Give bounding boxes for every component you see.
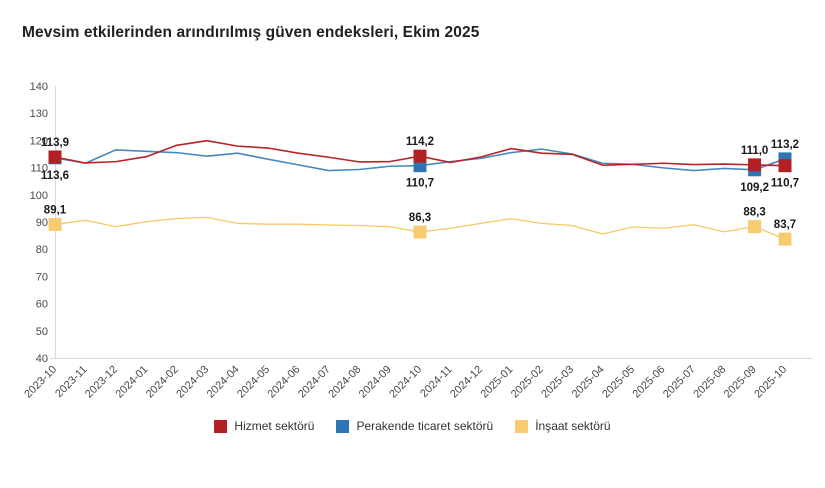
x-tick-label: 2024-01 (113, 364, 150, 401)
legend-label: Perakende ticaret sektörü (356, 419, 494, 433)
data-point-marker (48, 217, 62, 231)
x-tick-label: 2025-07 (661, 364, 698, 401)
x-tick-label: 2025-01 (478, 364, 515, 401)
x-tick-label: 2023-12 (83, 364, 120, 401)
y-tick-label: 130 (30, 108, 48, 120)
chart-title: Mevsim etkilerinden arındırılmış güven e… (22, 24, 480, 41)
data-point-marker (413, 225, 427, 239)
legend-swatch-icon (515, 419, 529, 433)
data-point-label: 113,9 (41, 137, 69, 149)
y-tick-label: 40 (36, 353, 48, 365)
data-point-label: 88,3 (743, 207, 765, 219)
x-tick-label: 2024-09 (357, 364, 394, 401)
chart-area: 40 50 60 70 80 90 100 110 120 130 140 2023-10 2023-1… (22, 81, 812, 401)
legend-item-2: İnşaat sektörü (515, 419, 611, 433)
y-tick-label: 60 (36, 299, 48, 311)
data-point-label: 113,6 (41, 170, 69, 182)
y-tick-label: 80 (36, 244, 48, 256)
x-tick-label: 2025-08 (691, 364, 728, 401)
data-point-label: 110,7 (771, 178, 799, 190)
x-tick-label: 2025-06 (631, 364, 668, 401)
data-point-marker (748, 158, 762, 172)
data-point-label: 113,2 (771, 139, 799, 151)
x-tick-label: 2024-08 (326, 364, 363, 401)
legend-item-1: Perakende ticaret sektörü (336, 419, 493, 433)
legend-item-0: Hizmet sektörü (214, 419, 314, 433)
y-tick-label: 100 (30, 190, 48, 202)
data-point-marker (413, 149, 427, 163)
y-tick-label: 140 (30, 81, 48, 93)
data-point-label: 114,2 (406, 136, 434, 148)
legend-label: Hizmet sektörü (234, 419, 315, 433)
x-tick-label: 2024-10 (387, 364, 424, 401)
data-point-label: 83,7 (774, 219, 796, 231)
y-tick-label: 120 (30, 135, 48, 147)
y-tick-label: 70 (36, 271, 48, 283)
data-point-label: 89,1 (44, 204, 67, 216)
data-point-marker (778, 232, 792, 246)
x-tick-label: 2024-02 (144, 364, 181, 401)
data-point-label: 111,0 (741, 145, 769, 157)
chart-legend: Hizmet sektörü Perakende ticaret sektörü İ… (0, 419, 825, 433)
x-tick-label: 2024-04 (205, 364, 242, 401)
data-point-marker (748, 220, 762, 234)
data-point-label: 110,7 (406, 178, 434, 190)
line-chart-svg: 40 50 60 70 80 90 100 110 120 130 140 2023-10 2023-1… (22, 81, 812, 401)
x-tick-label: 2024-07 (296, 364, 333, 401)
y-tick-label: 90 (36, 217, 48, 229)
x-tick-label: 2025-09 (722, 364, 759, 401)
x-tick-label: 2024-05 (235, 364, 272, 401)
y-tick-label: 110 (30, 163, 48, 175)
x-tick-label: 2024-03 (174, 364, 211, 401)
x-tick-label: 2024-06 (266, 364, 303, 401)
data-point-label: 86,3 (409, 212, 431, 224)
legend-swatch-icon (214, 419, 228, 433)
legend-label: İnşaat sektörü (535, 419, 611, 433)
data-point-marker (48, 150, 62, 164)
data-point-marker (778, 159, 792, 173)
x-tick-label: 2024-12 (448, 364, 485, 401)
x-tick-label: 2025-03 (539, 364, 576, 401)
x-tick-label: 2025-10 (752, 364, 789, 401)
x-tick-label: 2025-05 (600, 364, 637, 401)
x-tick-label: 2025-02 (509, 364, 546, 401)
y-tick-label: 50 (36, 326, 48, 338)
x-tick-label: 2023-10 (22, 364, 59, 401)
x-tick-label: 2025-04 (570, 364, 607, 401)
legend-swatch-icon (336, 419, 350, 433)
data-point-label: 109,2 (740, 182, 769, 194)
